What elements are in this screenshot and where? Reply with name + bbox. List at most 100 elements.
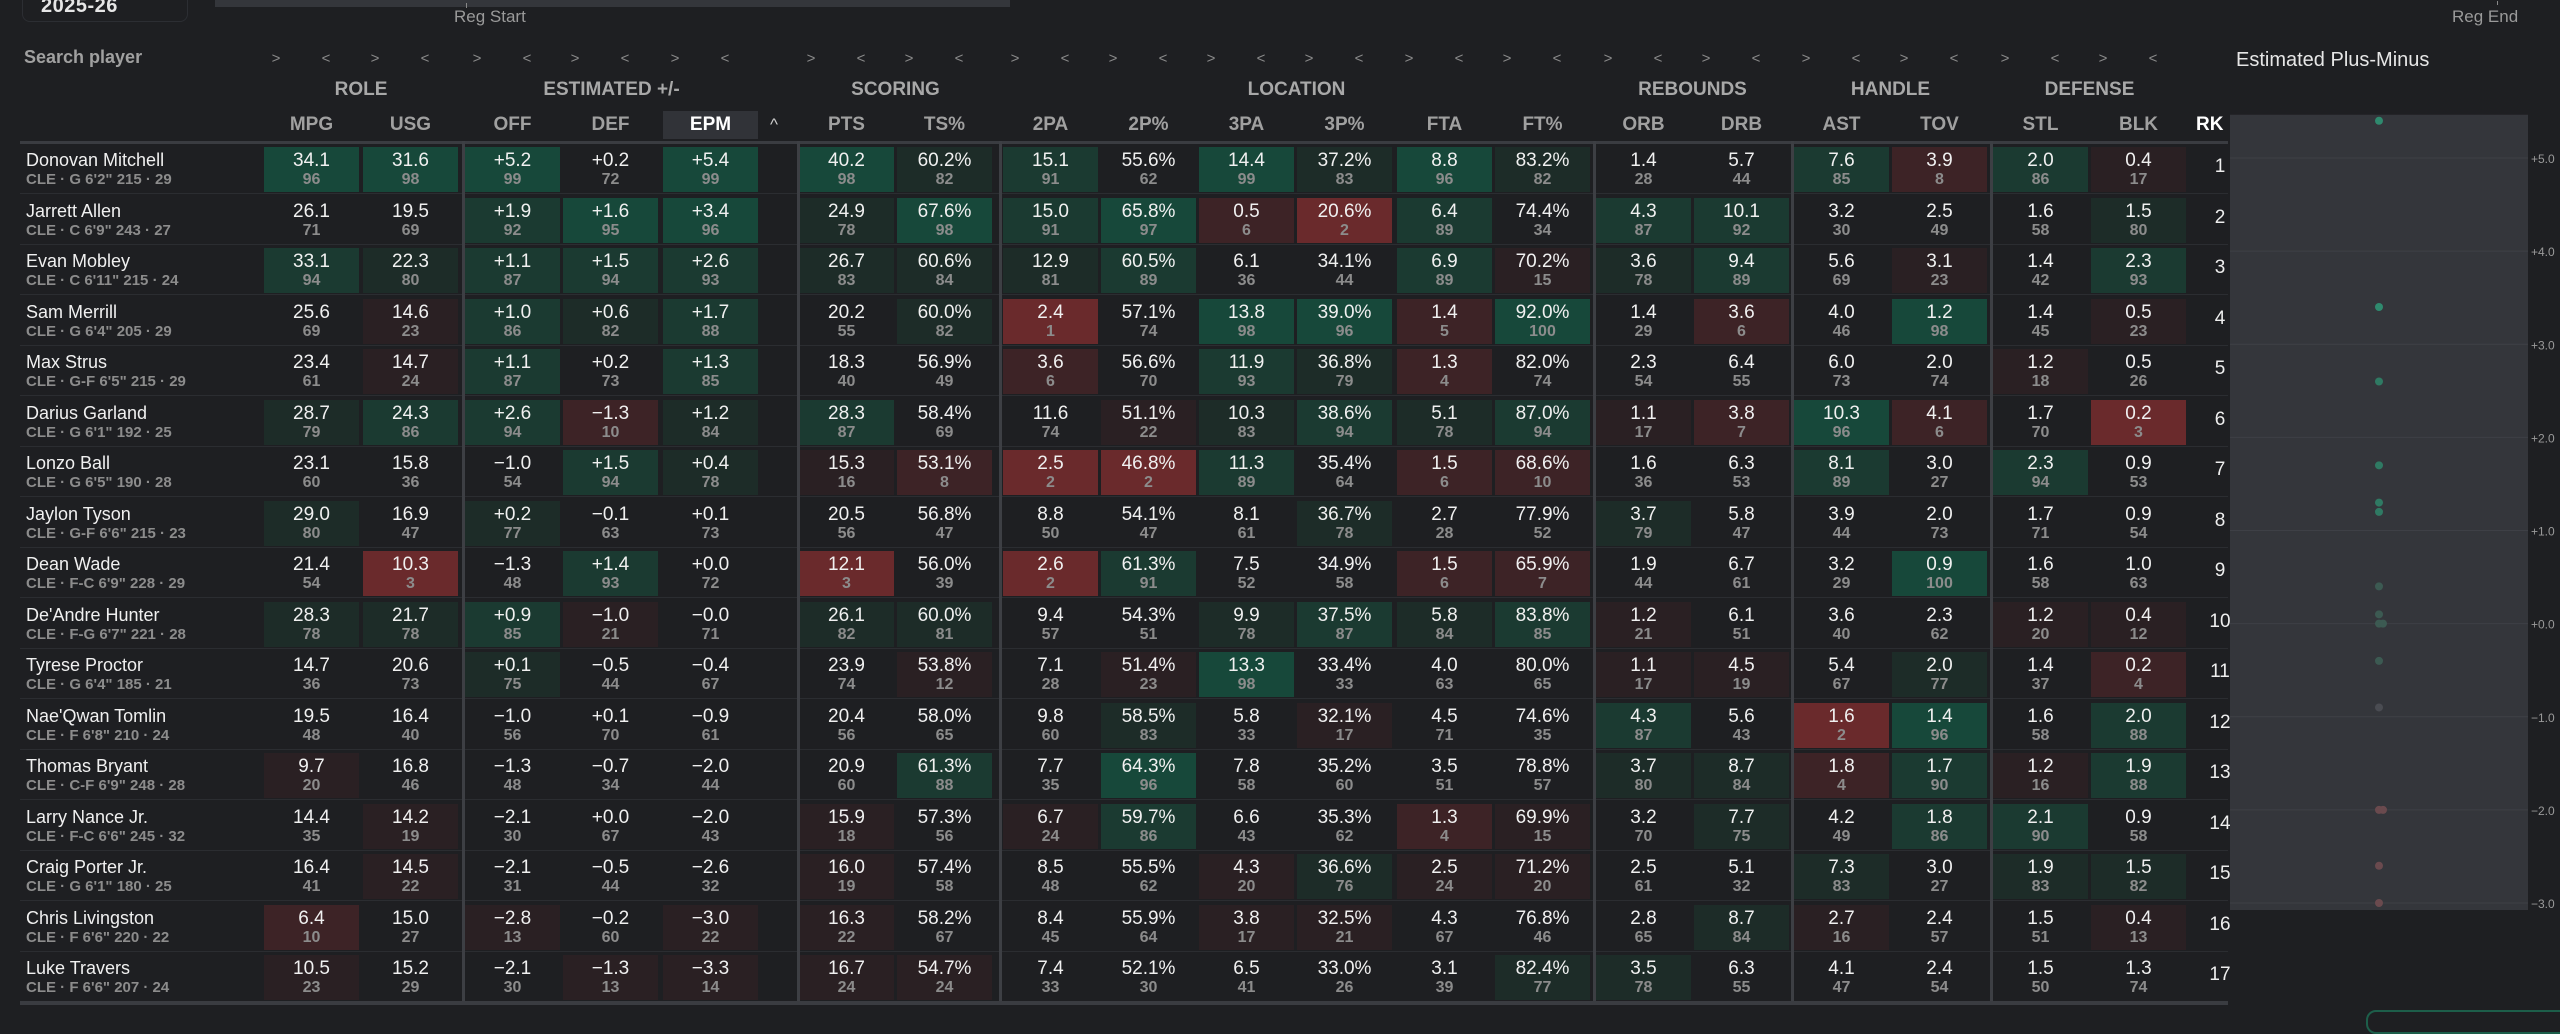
column-header-orb[interactable]: ORB	[1622, 114, 1665, 135]
scroll-left-arrow-4[interactable]: <	[720, 50, 730, 67]
player-row[interactable]: Donovan Mitchell CLE · G 6'2" 215 · 29 34.…	[20, 144, 2228, 194]
scroll-right-arrow-16[interactable]: >	[1899, 50, 1909, 67]
search-player-input[interactable]	[24, 47, 254, 68]
player-name[interactable]: Evan Mobley	[26, 251, 131, 271]
scroll-left-arrow-7[interactable]: <	[1060, 50, 1070, 67]
column-header-tov[interactable]: TOV	[1920, 114, 1959, 135]
scroll-left-arrow-17[interactable]: <	[2050, 50, 2060, 67]
player-name[interactable]: Nae'Qwan Tomlin	[26, 705, 167, 726]
chart-point[interactable]	[2375, 899, 2383, 907]
player-row[interactable]: Evan Mobley CLE · C 6'11" 215 · 24 33.1 94 2…	[20, 245, 2228, 295]
player-row[interactable]: Lonzo Ball CLE · G 6'5" 190 · 28 23.1 60 15.…	[20, 447, 2228, 497]
column-header-off[interactable]: OFF	[493, 114, 532, 135]
player-name[interactable]: Larry Nance Jr.	[26, 806, 149, 827]
scroll-right-arrow-18[interactable]: >	[2098, 50, 2108, 67]
scroll-left-arrow-11[interactable]: <	[1454, 50, 1464, 67]
scroll-right-arrow-7[interactable]: >	[1010, 50, 1020, 67]
chart-point[interactable]	[2375, 610, 2383, 619]
player-row[interactable]: Luke Travers CLE · F 6'6" 207 · 24 10.5 23 1…	[20, 952, 2231, 1002]
column-header-def[interactable]: DEF	[591, 114, 630, 135]
player-name[interactable]: Chris Livingston	[26, 907, 155, 928]
player-row[interactable]: Chris Livingston CLE · F 6'6" 220 · 22 6.4…	[20, 902, 2231, 952]
player-name[interactable]: Sam Merrill	[26, 301, 118, 322]
scroll-right-arrow-0[interactable]: >	[271, 50, 281, 67]
chart-point[interactable]	[2379, 619, 2387, 628]
scroll-right-arrow-14[interactable]: >	[1701, 50, 1711, 67]
scroll-right-arrow-9[interactable]: >	[1206, 50, 1216, 67]
scroll-right-arrow-4[interactable]: >	[670, 50, 680, 67]
scroll-left-arrow-15[interactable]: <	[1851, 50, 1861, 67]
scroll-left-arrow-5[interactable]: <	[856, 50, 866, 67]
player-row[interactable]: Thomas Bryant CLE · C-F 6'9" 248 · 28 9.7 2…	[20, 750, 2231, 800]
scroll-right-arrow-12[interactable]: >	[1502, 50, 1512, 67]
chart-point[interactable]	[2375, 116, 2383, 125]
player-row[interactable]: Craig Porter Jr. CLE · G 6'1" 180 · 25 16.…	[20, 851, 2231, 901]
column-header-ts-pct[interactable]: TS%	[923, 114, 966, 135]
sort-direction-indicator[interactable]: ^	[770, 115, 778, 134]
scroll-left-arrow-18[interactable]: <	[2148, 50, 2158, 67]
scroll-right-arrow-3[interactable]: >	[570, 50, 580, 67]
chart-point[interactable]	[2375, 377, 2383, 386]
player-row[interactable]: Larry Nance Jr. CLE · F-C 6'6" 245 · 32 14…	[20, 801, 2231, 851]
chart-point[interactable]	[2375, 498, 2383, 507]
chart-point[interactable]	[2375, 582, 2383, 591]
scroll-right-arrow-17[interactable]: >	[2000, 50, 2010, 67]
column-header-mpg[interactable]: MPG	[289, 114, 334, 135]
scroll-left-arrow-12[interactable]: <	[1552, 50, 1562, 67]
player-row[interactable]: Sam Merrill CLE · G 6'4" 205 · 29 25.6 69 14…	[20, 296, 2228, 346]
scroll-left-arrow-8[interactable]: <	[1158, 50, 1168, 67]
scroll-right-arrow-1[interactable]: >	[370, 50, 380, 67]
scroll-left-arrow-6[interactable]: <	[954, 50, 964, 67]
column-header-stl[interactable]: STL	[2022, 114, 2059, 135]
scroll-right-arrow-11[interactable]: >	[1404, 50, 1414, 67]
scroll-right-arrow-13[interactable]: >	[1603, 50, 1613, 67]
player-row[interactable]: Dean Wade CLE · F-C 6'9" 228 · 29 21.4 54 10…	[20, 548, 2228, 598]
scroll-left-arrow-2[interactable]: <	[522, 50, 532, 67]
player-row[interactable]: Nae'Qwan Tomlin CLE · F 6'8" 210 · 24 19.5…	[20, 700, 2231, 750]
chart-point[interactable]	[2375, 461, 2383, 470]
player-name[interactable]: Tyrese Proctor	[26, 655, 144, 675]
scroll-right-arrow-10[interactable]: >	[1304, 50, 1314, 67]
column-header-ft-pct[interactable]: FT%	[1522, 114, 1563, 135]
player-row[interactable]: De'Andre Hunter CLE · F-G 6'7" 221 · 28 28…	[20, 599, 2231, 649]
chart-point[interactable]	[2375, 861, 2383, 870]
player-name[interactable]: Lonzo Ball	[26, 453, 111, 473]
player-name[interactable]: Darius Garland	[26, 402, 148, 423]
chart-point[interactable]	[2375, 703, 2383, 712]
scroll-left-arrow-0[interactable]: <	[321, 50, 331, 67]
table-scrollbar[interactable]	[20, 1001, 2228, 1005]
scroll-right-arrow-5[interactable]: >	[806, 50, 816, 67]
player-name[interactable]: Donovan Mitchell	[26, 150, 165, 170]
scroll-left-arrow-14[interactable]: <	[1751, 50, 1761, 67]
column-header-drb[interactable]: DRB	[1720, 114, 1763, 135]
chart-point[interactable]	[2375, 507, 2383, 516]
player-name[interactable]: De'Andre Hunter	[26, 604, 160, 625]
column-header-blk[interactable]: BLK	[2118, 114, 2159, 135]
column-header-3p-pct[interactable]: 3P%	[1324, 114, 1365, 135]
player-row[interactable]: Jaylon Tyson CLE · G-F 6'6" 215 · 23 29.0 8…	[20, 498, 2228, 548]
player-name[interactable]: Dean Wade	[26, 554, 121, 574]
player-row[interactable]: Tyrese Proctor CLE · G 6'4" 185 · 21 14.7 3…	[20, 649, 2230, 699]
column-header-2pa[interactable]: 2PA	[1032, 114, 1069, 135]
player-name[interactable]: Thomas Bryant	[26, 756, 149, 776]
scroll-left-arrow-9[interactable]: <	[1256, 50, 1266, 67]
chart-point[interactable]	[2375, 303, 2383, 311]
scroll-right-arrow-6[interactable]: >	[904, 50, 914, 67]
player-row[interactable]: Max Strus CLE · G-F 6'5" 215 · 29 23.4 61 14…	[20, 346, 2228, 396]
timeline-slider[interactable]	[215, 0, 1010, 7]
column-header-2p-pct[interactable]: 2P%	[1128, 114, 1169, 135]
column-header-fta[interactable]: FTA	[1426, 114, 1463, 135]
player-name[interactable]: Jaylon Tyson	[26, 503, 131, 524]
scroll-left-arrow-3[interactable]: <	[620, 50, 630, 67]
player-name[interactable]: Craig Porter Jr.	[26, 857, 148, 877]
player-row[interactable]: Jarrett Allen CLE · C 6'9" 243 · 27 26.1 71…	[20, 195, 2228, 245]
scroll-right-arrow-2[interactable]: >	[472, 50, 482, 67]
scroll-right-arrow-8[interactable]: >	[1108, 50, 1118, 67]
scroll-left-arrow-10[interactable]: <	[1354, 50, 1364, 67]
column-header-ast[interactable]: AST	[1822, 114, 1861, 135]
chart-point[interactable]	[2375, 656, 2383, 665]
column-header-epm[interactable]: EPM	[663, 111, 758, 139]
scroll-left-arrow-16[interactable]: <	[1949, 50, 1959, 67]
season-selector[interactable]: 2025-26	[22, 0, 188, 22]
scroll-left-arrow-13[interactable]: <	[1653, 50, 1663, 67]
